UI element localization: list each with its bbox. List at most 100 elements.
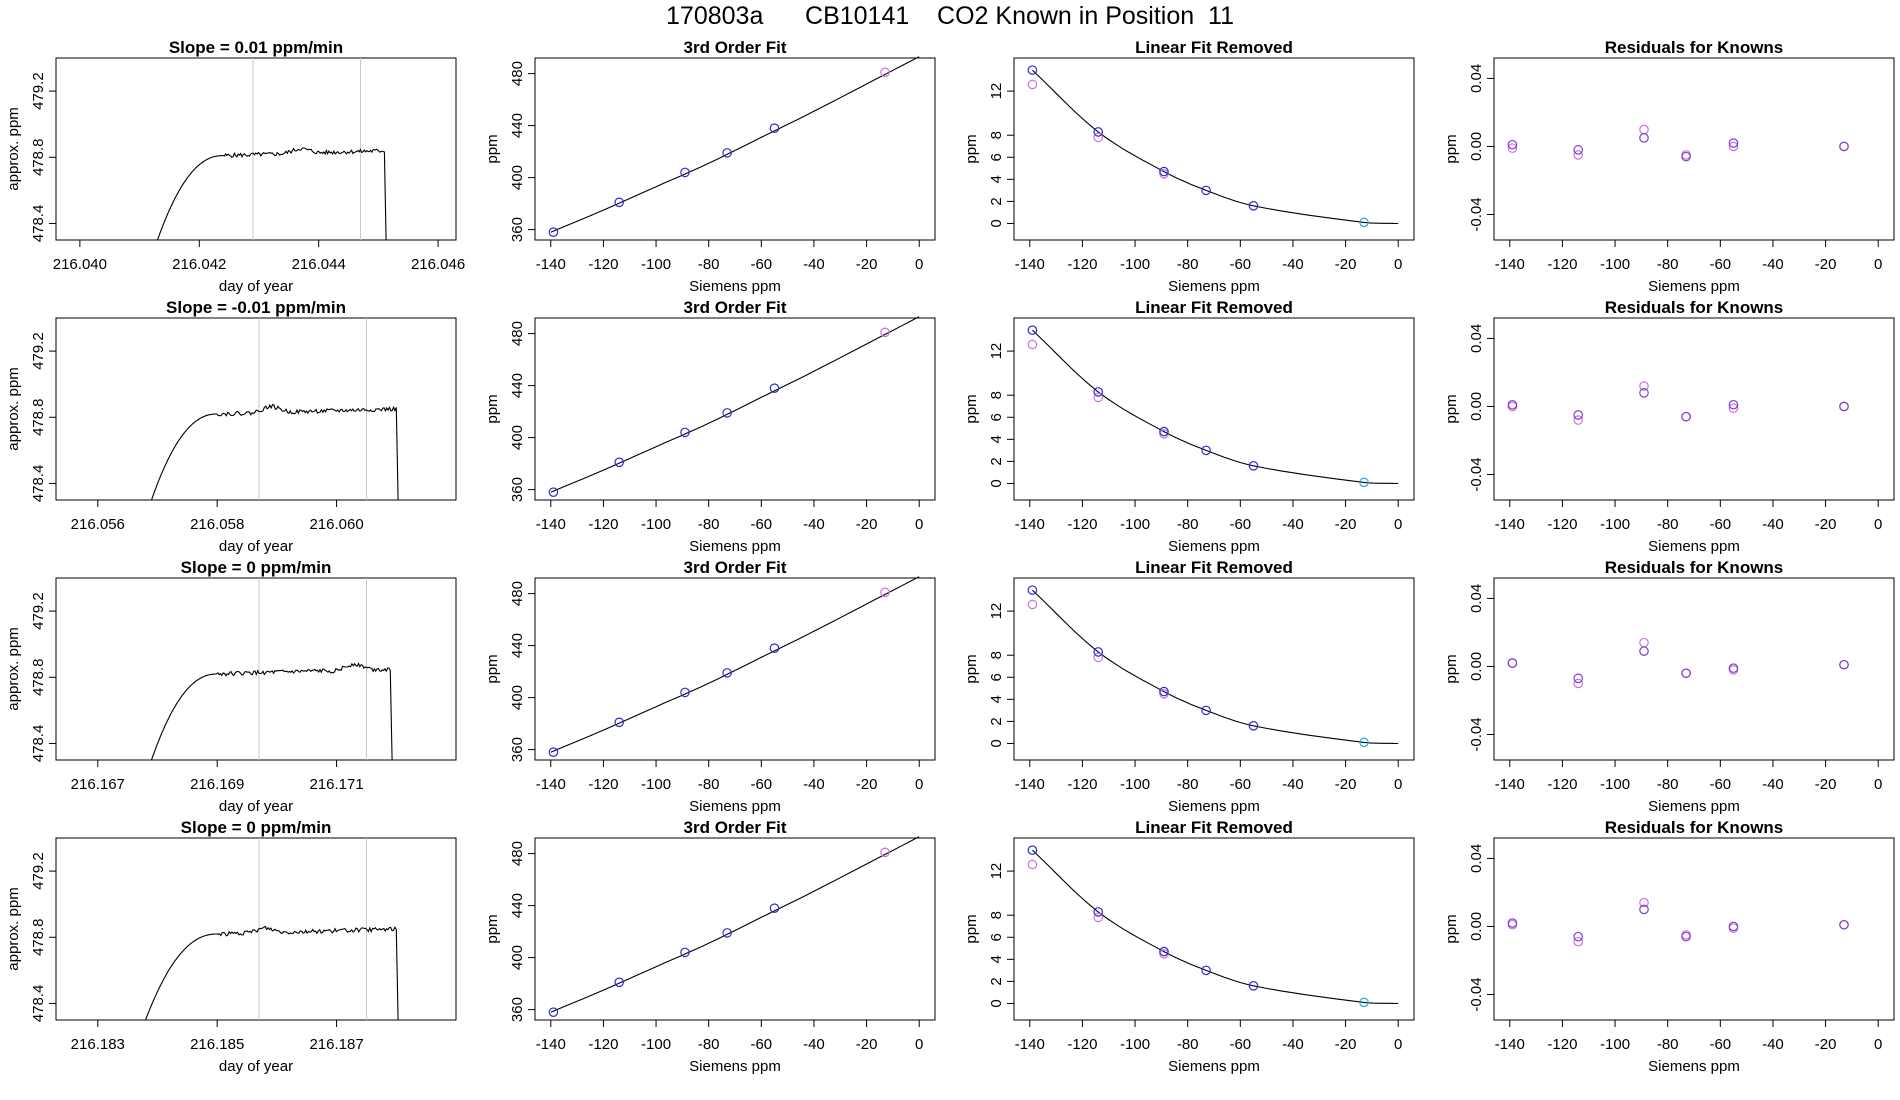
y-tick-label: 0.00	[1468, 392, 1485, 421]
y-tick-label: 360	[509, 737, 526, 762]
y-tick-label: 478.8	[30, 398, 47, 436]
x-tick-label: -100	[1600, 516, 1630, 533]
x-tick-label: -60	[1229, 776, 1251, 793]
x-tick-label: -40	[803, 516, 825, 533]
linear-removed-point	[1027, 845, 1038, 855]
y-tick-label: 440	[509, 633, 526, 658]
x-tick-label: -60	[750, 776, 772, 793]
fit-point	[614, 197, 625, 208]
y-axis-label: approx. ppm	[5, 887, 22, 970]
y-axis-label: ppm	[1443, 654, 1460, 683]
x-tick-label: -20	[856, 776, 878, 793]
y-tick-label: 2	[988, 717, 1005, 725]
x-tick-label: -120	[588, 776, 618, 793]
x-tick-label: -120	[588, 1036, 618, 1053]
residual-point	[1639, 897, 1649, 908]
x-axis-label: Siemens ppm	[1648, 1058, 1740, 1075]
y-tick-label: 400	[509, 425, 526, 450]
linear-removed-curve	[1032, 329, 1399, 485]
plot-frame	[1013, 317, 1415, 501]
plot-frame	[1493, 57, 1895, 241]
x-tick-label: 0	[1394, 516, 1402, 533]
fit-curve	[550, 836, 920, 1013]
plot-frame	[55, 317, 457, 501]
y-tick-label: 400	[509, 945, 526, 970]
residual-point	[1573, 673, 1584, 684]
x-tick-label: -120	[588, 516, 618, 533]
residual-point	[1639, 637, 1649, 648]
x-tick-label: -80	[1177, 516, 1199, 533]
y-tick-label: 440	[509, 373, 526, 398]
fit-point	[614, 717, 625, 728]
fit-point	[548, 227, 559, 237]
residual-point	[1728, 138, 1739, 148]
y-tick-label: 440	[509, 113, 526, 138]
y-axis-label: approx. ppm	[5, 627, 22, 710]
y-tick-label: 400	[509, 165, 526, 190]
fit-point	[722, 928, 732, 938]
residual-point	[1639, 646, 1649, 656]
plot-frame	[534, 57, 936, 241]
linear-removed-point	[1248, 981, 1259, 991]
linear-removed-point	[1027, 599, 1038, 610]
linear-removed-point	[1027, 79, 1038, 90]
x-tick-label: -60	[1229, 1036, 1251, 1053]
y-tick-label: 8	[988, 391, 1005, 399]
panel-title: 3rd Order Fit	[684, 298, 787, 317]
y-tick-label: 0.04	[1468, 324, 1485, 353]
x-tick-label: -20	[1815, 516, 1837, 533]
x-tick-label: -40	[1282, 776, 1304, 793]
panel-title: 3rd Order Fit	[684, 818, 787, 837]
x-tick-label: -20	[1815, 776, 1837, 793]
y-axis-label: ppm	[484, 134, 501, 163]
x-axis-label: Siemens ppm	[1168, 278, 1260, 295]
x-tick-label: -40	[803, 776, 825, 793]
x-tick-label: -80	[698, 776, 720, 793]
y-tick-label: 4	[988, 955, 1005, 963]
y-axis-label: ppm	[1443, 914, 1460, 943]
linear-removed-point	[1248, 721, 1259, 731]
linear-removed-point	[1093, 127, 1104, 137]
x-tick-label: -140	[1495, 256, 1525, 273]
x-tick-label: 0	[1394, 1036, 1402, 1053]
x-tick-label: -20	[1815, 1036, 1837, 1053]
x-tick-label: 216.183	[71, 1036, 125, 1053]
y-tick-label: -0.04	[1468, 457, 1485, 491]
panel-title: 3rd Order Fit	[684, 558, 787, 577]
residual-point	[1639, 381, 1649, 391]
y-tick-label: 480	[509, 321, 526, 346]
y-tick-label: 6	[988, 413, 1005, 421]
y-axis-label: ppm	[963, 914, 980, 943]
residual-point	[1681, 411, 1691, 422]
y-tick-label: 400	[509, 685, 526, 710]
panel-title: Residuals for Knowns	[1605, 558, 1784, 577]
plot-frame	[55, 57, 457, 241]
x-tick-label: -40	[1762, 516, 1784, 533]
panel-title: Linear Fit Removed	[1135, 298, 1293, 317]
fit-point	[769, 123, 780, 133]
x-tick-label: -60	[750, 1036, 772, 1053]
residual-point	[1728, 141, 1739, 152]
fit-point	[722, 148, 732, 158]
x-tick-label: -40	[1282, 516, 1304, 533]
x-tick-label: -120	[1067, 516, 1097, 533]
plot-frame	[1493, 317, 1895, 501]
x-axis-label: Siemens ppm	[1168, 1058, 1260, 1075]
x-axis-label: Siemens ppm	[689, 538, 781, 555]
plot-frame	[534, 577, 936, 761]
residual-point	[1573, 410, 1584, 420]
residual-point	[1839, 919, 1849, 930]
y-axis-label: ppm	[484, 654, 501, 683]
y-tick-label: 478.4	[30, 985, 47, 1023]
x-axis-label: Siemens ppm	[1648, 538, 1740, 555]
residual-point	[1839, 141, 1849, 152]
x-axis-label: day of year	[219, 1058, 293, 1075]
x-tick-label: -140	[1015, 1036, 1045, 1053]
y-tick-label: 478.8	[30, 138, 47, 176]
residual-point	[1639, 133, 1649, 143]
linear-removed-point	[1201, 705, 1211, 716]
panel-title: Residuals for Knowns	[1605, 818, 1784, 837]
x-tick-label: -100	[1120, 516, 1150, 533]
fit-curve	[550, 56, 920, 233]
